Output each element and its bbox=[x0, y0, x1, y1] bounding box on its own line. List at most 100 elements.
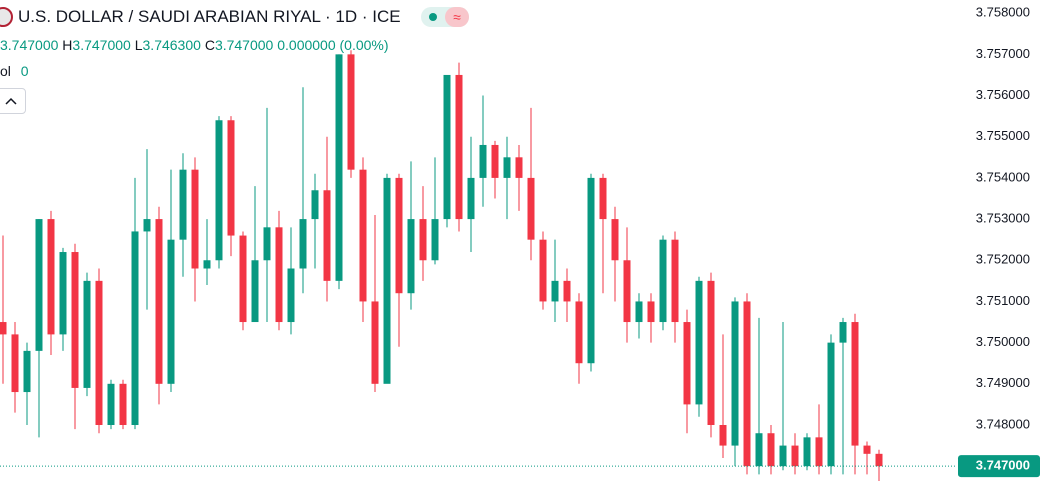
low-letter: L bbox=[134, 37, 143, 53]
svg-text:≈: ≈ bbox=[453, 9, 461, 25]
candle-body bbox=[131, 231, 139, 425]
candle-body bbox=[395, 177, 403, 294]
y-tick-label: 3.748000 bbox=[976, 416, 1030, 431]
candle-body bbox=[719, 424, 727, 446]
candle-body bbox=[143, 219, 151, 232]
candle-body bbox=[479, 144, 487, 178]
y-tick-label: 3.758000 bbox=[976, 5, 1030, 20]
y-tick-label: 3.750000 bbox=[976, 334, 1030, 349]
symbol-title: U.S. DOLLAR / SAUDI ARABIAN RIYAL · 1D ·… bbox=[18, 7, 401, 26]
candle-body bbox=[47, 219, 55, 335]
volume-value: 0 bbox=[20, 63, 29, 79]
candle-body bbox=[875, 453, 883, 467]
candle-body bbox=[179, 169, 187, 240]
candle-body bbox=[611, 219, 619, 261]
candle-body bbox=[731, 301, 739, 446]
candle-body bbox=[767, 433, 775, 467]
candle-body bbox=[227, 120, 235, 236]
close-letter: C bbox=[204, 37, 215, 53]
candle-body bbox=[503, 157, 511, 178]
candle-body bbox=[155, 219, 163, 384]
candle-body bbox=[251, 260, 259, 323]
candle-body bbox=[275, 227, 283, 323]
candle-body bbox=[635, 301, 643, 323]
status-pill[interactable]: ≈ bbox=[420, 6, 471, 28]
candle-body bbox=[575, 301, 583, 364]
candle-body bbox=[647, 301, 655, 323]
candle-body bbox=[335, 54, 343, 281]
candle-body bbox=[491, 144, 499, 178]
symbol-icon bbox=[0, 7, 13, 27]
caret-icon bbox=[5, 97, 17, 105]
high-letter: H bbox=[62, 37, 73, 53]
candle-body bbox=[287, 268, 295, 323]
y-tick-label: 3.757000 bbox=[976, 46, 1030, 61]
candle-body bbox=[83, 280, 91, 388]
candle-body bbox=[455, 74, 463, 220]
candle-body bbox=[671, 239, 679, 323]
candle-body bbox=[587, 177, 595, 364]
y-tick-label: 3.749000 bbox=[976, 375, 1030, 390]
last-price-tag bbox=[958, 455, 1040, 478]
candle-body bbox=[443, 74, 451, 220]
candle-body bbox=[299, 219, 307, 269]
candle-body bbox=[755, 433, 763, 467]
low-value: 3.746300 bbox=[142, 37, 201, 53]
candle-body bbox=[311, 190, 319, 220]
volume-label: ol bbox=[0, 63, 11, 79]
high-value: 3.747000 bbox=[72, 37, 131, 53]
candle-body bbox=[239, 235, 247, 323]
change-value: 0.000000 (0.00%) bbox=[277, 37, 389, 53]
candle-body bbox=[431, 219, 439, 261]
y-tick-label: 3.753000 bbox=[976, 211, 1030, 226]
candle-body bbox=[563, 280, 571, 302]
candle-body bbox=[827, 342, 835, 467]
candle-body bbox=[779, 445, 787, 467]
candle-body bbox=[599, 177, 607, 220]
y-tick-label: 3.752000 bbox=[976, 252, 1030, 267]
candle-body bbox=[791, 445, 799, 467]
y-tick-label: 3.754000 bbox=[976, 169, 1030, 184]
y-tick-label: 3.755000 bbox=[976, 128, 1030, 143]
candle-body bbox=[839, 322, 847, 343]
y-tick-label: 3.756000 bbox=[976, 87, 1030, 102]
candle-body bbox=[851, 322, 859, 446]
candle-body bbox=[11, 334, 19, 393]
candle-body bbox=[359, 169, 367, 302]
candle-body bbox=[707, 280, 715, 425]
candle-body bbox=[623, 260, 631, 323]
candle-body bbox=[191, 169, 199, 269]
candle-body bbox=[59, 252, 67, 335]
candle-body bbox=[527, 177, 535, 240]
collapse-button[interactable] bbox=[0, 88, 26, 114]
volume-row: ol 0 bbox=[0, 63, 29, 79]
close-value: 3.747000 bbox=[214, 37, 274, 53]
candle-body bbox=[743, 301, 751, 467]
candle-body bbox=[515, 157, 523, 178]
candle-body bbox=[419, 219, 427, 261]
candle-body bbox=[803, 437, 811, 467]
candle-body bbox=[863, 445, 871, 454]
candle-body bbox=[95, 280, 103, 425]
candle-body bbox=[815, 437, 823, 467]
candle-body bbox=[263, 227, 271, 261]
candle-body bbox=[551, 280, 559, 302]
candle-body bbox=[203, 260, 211, 269]
y-tick-label: 3.751000 bbox=[976, 293, 1030, 308]
candle-body bbox=[119, 383, 127, 425]
candle-body bbox=[407, 219, 415, 294]
candle-body bbox=[383, 177, 391, 384]
candle-body bbox=[371, 301, 379, 384]
candle-body bbox=[467, 177, 475, 220]
title-row: U.S. DOLLAR / SAUDI ARABIAN RIYAL · 1D ·… bbox=[0, 6, 471, 28]
candle-body bbox=[683, 322, 691, 405]
candle-body bbox=[695, 280, 703, 405]
candle-body bbox=[23, 350, 31, 393]
candle-body bbox=[323, 190, 331, 281]
candle-body bbox=[539, 239, 547, 302]
candle-body bbox=[659, 239, 667, 323]
candle-body bbox=[167, 239, 175, 384]
last-price-label: 3.747000 bbox=[976, 458, 1030, 473]
